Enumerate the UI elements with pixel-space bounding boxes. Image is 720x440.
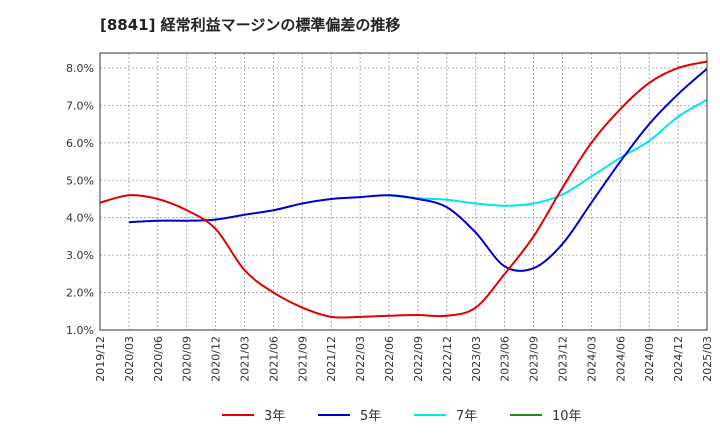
legend-label-3: 7年 [456, 409, 477, 424]
y-tick-label: 5.0% [66, 174, 94, 187]
legend-label-1: 3年 [264, 409, 285, 424]
x-tick-label: 2024/09 [643, 336, 656, 382]
y-tick-label: 4.0% [66, 212, 94, 225]
series-line-2 [128, 67, 708, 272]
x-tick-label: 2023/06 [499, 336, 512, 382]
legend-label-4: 10年 [552, 409, 582, 424]
series-line-3 [388, 98, 708, 207]
x-tick-label: 2020/09 [181, 336, 194, 382]
y-tick-label: 1.0% [66, 324, 94, 337]
x-tick-label: 2024/06 [614, 336, 627, 382]
x-tick-label: 2019/12 [94, 336, 107, 382]
x-tick-label: 2024/12 [672, 336, 685, 382]
legend-label-2: 5年 [360, 409, 381, 424]
x-tick-label: 2021/12 [325, 336, 338, 382]
x-tick-label: 2021/06 [267, 336, 280, 382]
y-tick-label: 6.0% [66, 137, 94, 150]
plot-area [100, 53, 707, 330]
plot-border [99, 52, 708, 331]
x-tick-label: 2020/06 [152, 336, 165, 382]
x-tick-label: 2022/03 [354, 336, 367, 382]
chart-title: [8841] 経常利益マージンの標準偏差の推移 [100, 16, 401, 34]
y-tick-label: 2.0% [66, 287, 94, 300]
x-tick-label: 2023/03 [470, 336, 483, 382]
x-tick-label: 2020/12 [210, 336, 223, 382]
x-tick-label: 2022/09 [412, 336, 425, 382]
x-tick-label: 2023/09 [528, 336, 541, 382]
x-tick-label: 2021/03 [239, 336, 252, 382]
x-tick-label: 2020/03 [123, 336, 136, 382]
y-tick-label: 3.0% [66, 249, 94, 262]
x-tick-label: 2024/03 [585, 336, 598, 382]
x-tick-label: 2021/09 [296, 336, 309, 382]
series-line-1 [99, 60, 708, 319]
x-tick-label: 2023/12 [556, 336, 569, 382]
x-tick-label: 2022/06 [383, 336, 396, 382]
y-tick-label: 7.0% [66, 99, 94, 112]
y-tick-label: 8.0% [66, 62, 94, 75]
x-tick-label: 2022/12 [441, 336, 454, 382]
x-tick-label: 2025/03 [701, 336, 714, 382]
